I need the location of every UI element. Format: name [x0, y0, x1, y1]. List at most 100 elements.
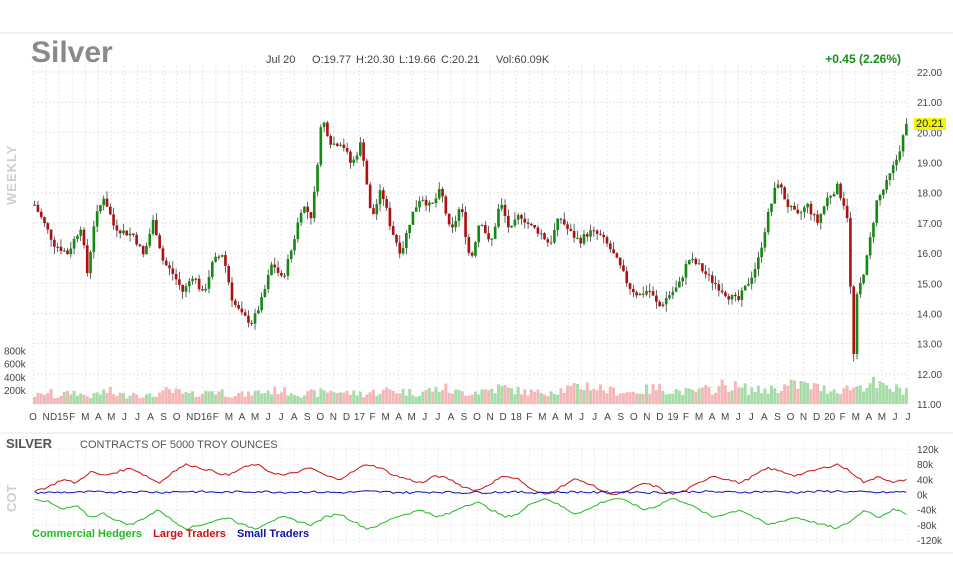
volume-bar: [325, 392, 329, 404]
volume-bar: [871, 376, 875, 404]
volume-bar: [69, 394, 73, 404]
volume-bar: [493, 393, 497, 404]
candle-body: [102, 198, 106, 206]
volume-bar: [510, 388, 514, 404]
candle-body: [474, 242, 477, 256]
volume-bar: [904, 388, 908, 404]
volume-bar: [421, 391, 425, 404]
candle-body: [875, 200, 879, 223]
volume-bar: [36, 392, 40, 404]
volume-bar: [562, 392, 566, 404]
volume-bar: [460, 391, 464, 404]
candle-body: [105, 198, 109, 207]
time-tick-label: S: [774, 412, 781, 423]
candle-body: [283, 275, 286, 277]
candle-body: [470, 252, 474, 256]
volume-bar: [496, 384, 500, 404]
candle-body: [562, 219, 566, 225]
candle-body: [803, 207, 806, 213]
candle-body: [674, 287, 678, 292]
volume-bar: [802, 381, 806, 404]
candle-body: [253, 313, 257, 324]
candle-body: [632, 288, 635, 293]
volume-bar: [516, 386, 520, 404]
volume-bar: [773, 388, 777, 404]
volume-bar: [681, 395, 685, 404]
candle-body: [391, 226, 395, 235]
candle-body: [345, 148, 349, 152]
candle-body: [72, 239, 76, 249]
volume-bar: [700, 387, 704, 404]
volume-bar: [56, 397, 60, 404]
volume-bar: [546, 396, 550, 404]
candle-body: [187, 281, 191, 287]
candle-body: [885, 179, 888, 190]
volume-bar: [121, 393, 125, 404]
candle-body: [664, 298, 668, 305]
candle-body: [615, 253, 619, 258]
candle-body: [628, 283, 632, 289]
volume-bar: [809, 389, 813, 404]
volume-tick-label: 200k: [4, 386, 27, 397]
volume-bar: [776, 393, 780, 404]
volume-bar: [339, 392, 343, 404]
volume-bar: [375, 395, 379, 404]
volume-bar: [704, 385, 708, 404]
cot-tick-label: -40k: [917, 506, 937, 517]
volume-bar: [246, 391, 250, 404]
candle-body: [497, 208, 500, 227]
candle-body: [539, 233, 543, 235]
volume-bar: [260, 393, 264, 404]
candle-body: [53, 239, 56, 247]
volume-bar: [852, 387, 856, 404]
candle-body: [62, 250, 66, 252]
candle-body: [865, 255, 869, 275]
volume-bar: [572, 383, 576, 404]
time-tick-label: N: [486, 412, 493, 423]
candle-body: [217, 256, 221, 258]
time-tick-label: J: [422, 412, 427, 423]
candle-body: [599, 233, 602, 235]
volume-bar: [710, 394, 714, 404]
candle-body: [220, 255, 224, 257]
candle-body: [197, 278, 201, 290]
high-value: H:20.30: [356, 54, 395, 66]
volume-bar: [490, 388, 494, 404]
cot-tick-label: -120k: [917, 536, 943, 547]
price-tick-label: 14.00: [917, 309, 942, 320]
candle-body: [299, 212, 303, 223]
candle-body: [312, 191, 316, 219]
candle-body: [868, 237, 872, 256]
volume-bar: [108, 387, 112, 404]
candle-body: [36, 204, 40, 212]
volume-bar: [181, 393, 185, 404]
candle-body: [783, 187, 786, 200]
candle-body: [293, 239, 296, 251]
price-tick-label: 20.00: [917, 128, 942, 139]
volume-bar: [335, 393, 339, 404]
price-tick-label: 21.00: [917, 98, 942, 109]
volume-bar: [141, 397, 145, 404]
candle-body: [776, 184, 780, 188]
candle-body: [822, 206, 826, 215]
candle-body: [191, 278, 194, 282]
candle-body: [569, 228, 573, 231]
candle-body: [651, 291, 655, 296]
volume-bar: [39, 393, 43, 404]
time-tick-label: F: [526, 412, 532, 423]
candle-body: [888, 173, 892, 180]
volume-bar: [220, 389, 224, 404]
volume-bar: [273, 386, 277, 404]
candle-body: [612, 249, 615, 254]
time-tick-label: M: [852, 412, 860, 423]
volume-bar: [621, 393, 625, 404]
candle-body: [842, 198, 846, 206]
candle-body: [543, 233, 546, 240]
candle-body: [79, 229, 83, 236]
volume-bar: [279, 392, 283, 404]
candle-body: [872, 222, 875, 238]
time-tick-label: O: [173, 412, 181, 423]
candle-body: [806, 203, 809, 208]
volume-bar: [473, 391, 477, 404]
